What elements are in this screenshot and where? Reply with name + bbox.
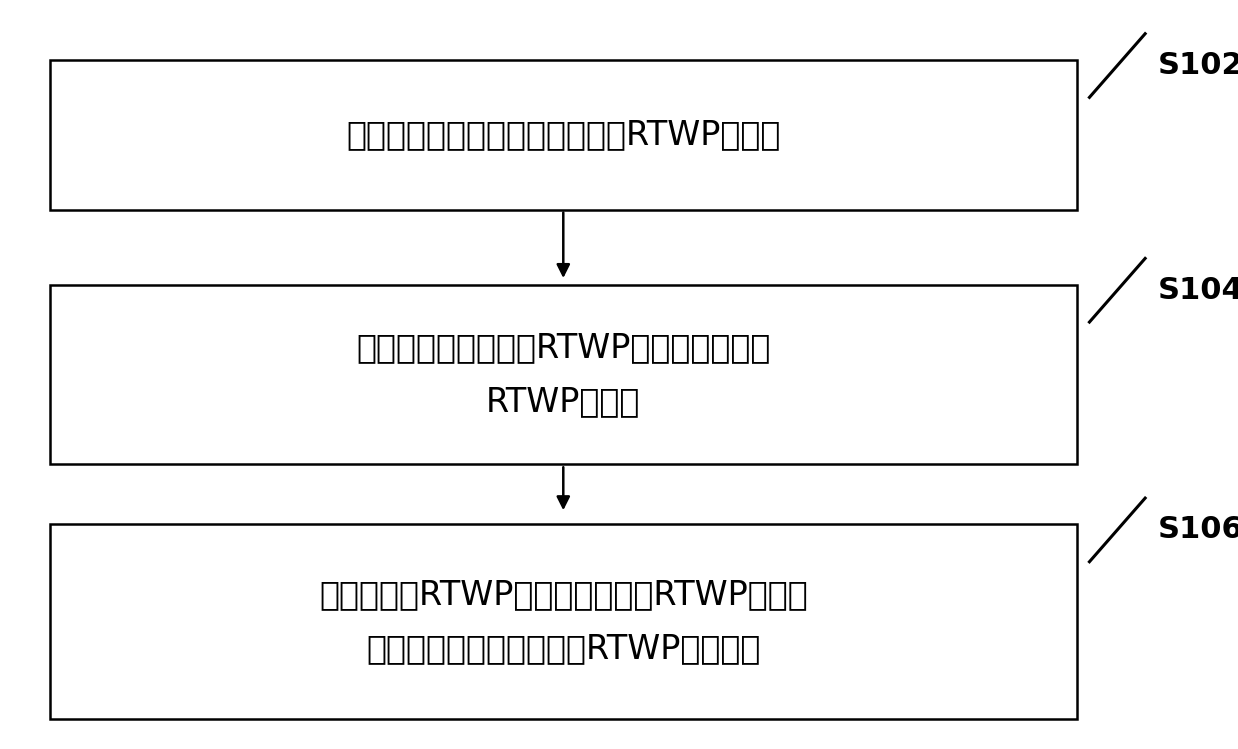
Text: 根据该预设RTWP抬升值与该实际RTWP抬升值
的相关性确定目标小区的RTWP抬升原因: 根据该预设RTWP抬升值与该实际RTWP抬升值 的相关性确定目标小区的RTWP抬… <box>319 578 807 665</box>
Bar <box>50 524 1077 719</box>
Text: S104: S104 <box>1158 276 1238 305</box>
Bar <box>50 60 1077 210</box>
Text: S106: S106 <box>1158 515 1238 545</box>
Text: 获取目标小区由业务导致的预设RTWP抬升值: 获取目标小区由业务导致的预设RTWP抬升值 <box>347 118 780 151</box>
Bar <box>50 285 1077 464</box>
Text: 根据目标小区实际的RTWP和底噪获取实际
RTWP抬升值: 根据目标小区实际的RTWP和底噪获取实际 RTWP抬升值 <box>357 331 770 418</box>
Text: S102: S102 <box>1158 51 1238 80</box>
